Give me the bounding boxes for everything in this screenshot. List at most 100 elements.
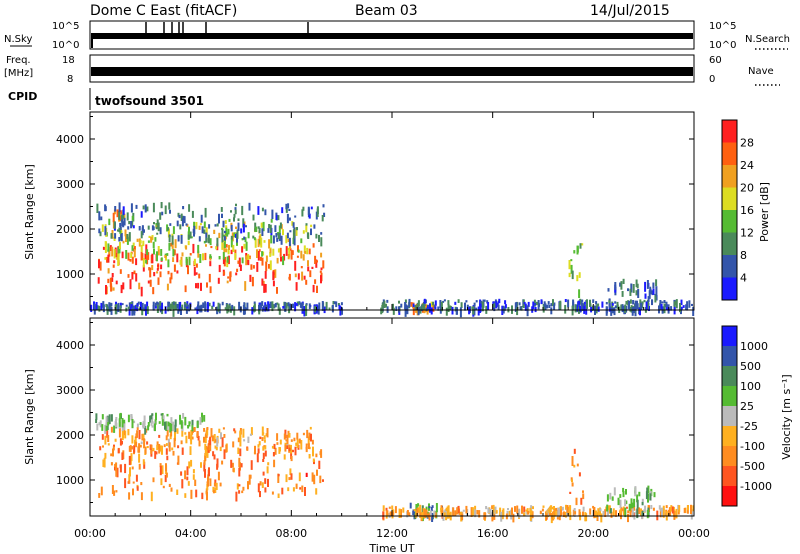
data-cell	[140, 231, 143, 239]
data-cell	[115, 419, 117, 428]
data-cell	[542, 304, 545, 313]
data-cell	[400, 509, 402, 518]
data-cell	[337, 303, 340, 306]
velocity-cbar-tick: 500	[740, 360, 761, 373]
data-cell	[179, 414, 181, 421]
data-cell	[569, 505, 572, 514]
data-cell	[181, 252, 184, 257]
data-cell	[166, 283, 169, 291]
data-cell	[688, 300, 691, 308]
data-cell	[498, 298, 501, 304]
colorbar-segment	[722, 406, 737, 426]
data-cell	[107, 278, 110, 284]
data-cell	[126, 212, 129, 221]
data-cell	[624, 507, 627, 518]
data-cell	[213, 482, 216, 486]
velocity-cbar-tick: 25	[740, 400, 754, 413]
data-cell	[186, 466, 189, 476]
data-cell	[293, 235, 296, 246]
data-cell	[526, 305, 529, 311]
data-cell	[181, 447, 184, 455]
data-cell	[163, 444, 166, 448]
data-cell	[668, 510, 671, 516]
colorbar-segment	[722, 426, 737, 446]
data-cell	[310, 433, 312, 442]
data-cell	[500, 511, 503, 522]
data-cell	[195, 489, 198, 498]
data-cell	[164, 205, 167, 215]
data-cell	[152, 202, 155, 213]
data-cell	[196, 431, 199, 434]
data-cell	[564, 299, 567, 303]
data-cell	[580, 497, 583, 505]
data-cell	[616, 304, 619, 307]
data-cell	[649, 288, 652, 295]
data-cell	[262, 471, 265, 476]
data-cell	[216, 437, 219, 447]
data-cell	[188, 204, 191, 212]
data-cell	[164, 421, 166, 430]
data-cell	[285, 302, 288, 309]
data-cell	[549, 505, 552, 512]
data-cell	[170, 423, 173, 431]
data-cell	[308, 432, 311, 441]
data-cell	[268, 264, 270, 269]
data-cell	[281, 487, 284, 495]
data-cell	[164, 474, 167, 483]
data-cell	[278, 225, 281, 235]
data-cell	[627, 513, 629, 523]
data-cell	[604, 509, 607, 517]
data-cell	[243, 439, 246, 442]
data-cell	[139, 444, 142, 448]
data-cell	[206, 491, 208, 501]
data-cell	[197, 282, 200, 289]
data-cell	[643, 509, 646, 512]
data-cell	[408, 298, 411, 304]
data-cell	[203, 436, 205, 443]
data-cell	[223, 271, 226, 275]
data-cell	[644, 505, 647, 513]
velocity-yaxis: 1000 2000 3000 4000	[56, 322, 694, 503]
data-cell	[410, 302, 413, 307]
data-cell	[302, 432, 305, 436]
data-cell	[629, 299, 632, 304]
data-cell	[138, 307, 141, 311]
data-cell	[546, 304, 549, 309]
data-cell	[121, 440, 123, 445]
data-cell	[406, 510, 409, 515]
data-cell	[550, 505, 553, 508]
data-cell	[252, 235, 255, 239]
colorbar-segment	[722, 120, 737, 143]
data-cell	[294, 215, 297, 218]
data-cell	[288, 447, 291, 451]
data-cell	[310, 224, 313, 228]
data-cell	[476, 510, 479, 515]
data-cell	[133, 246, 136, 250]
data-cell	[262, 446, 265, 451]
data-cell	[152, 241, 155, 249]
data-cell	[128, 455, 131, 466]
velocity-cbar-tick: -500	[740, 460, 765, 473]
data-cell	[670, 306, 673, 311]
data-cell	[128, 221, 131, 225]
data-cell	[118, 227, 121, 233]
data-cell	[165, 435, 168, 441]
data-cell	[516, 505, 519, 514]
data-cell	[211, 305, 214, 310]
colorbar-segment	[722, 486, 737, 506]
data-cell	[260, 222, 263, 228]
data-cell	[596, 304, 599, 312]
data-cell	[119, 222, 122, 228]
data-cell	[478, 510, 481, 518]
nsearch-label: N.Search	[745, 34, 790, 45]
data-cell	[225, 225, 228, 228]
data-cell	[641, 501, 644, 506]
data-cell	[290, 444, 292, 454]
data-cell	[683, 508, 686, 514]
data-cell	[296, 255, 299, 258]
data-cell	[647, 493, 649, 503]
data-cell	[154, 419, 157, 425]
data-cell	[340, 302, 343, 306]
data-cell	[647, 296, 650, 302]
colorbar-segment	[722, 386, 737, 406]
